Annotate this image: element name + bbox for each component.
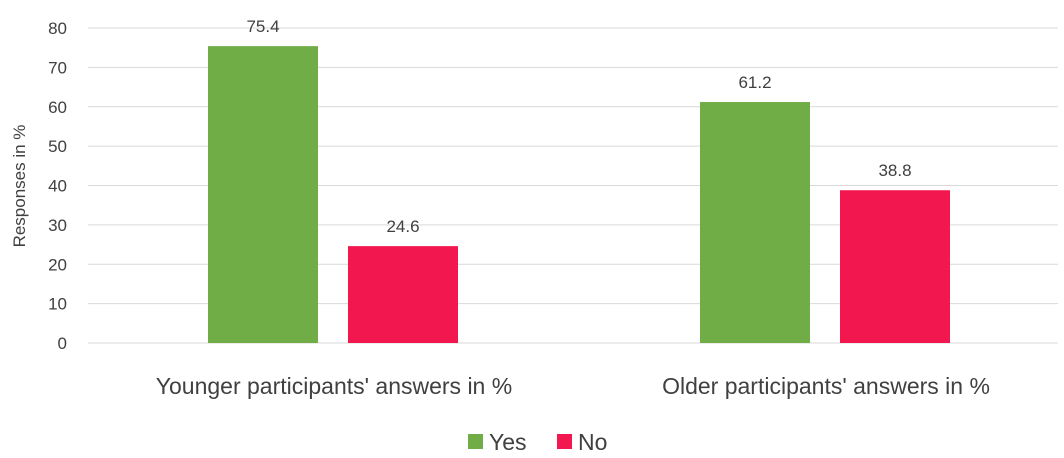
bar-no	[840, 190, 950, 343]
data-label: 75.4	[246, 17, 279, 36]
legend: Yes No	[468, 429, 607, 455]
y-tick-label: 70	[48, 58, 67, 77]
y-tick-label: 40	[48, 177, 67, 196]
legend-label-no: No	[578, 429, 607, 455]
y-tick-label: 30	[48, 216, 67, 235]
data-labels: 75.4 61.2 24.6 38.8	[246, 17, 911, 236]
bar-no	[348, 246, 458, 343]
bar-yes	[208, 46, 318, 344]
bars	[208, 46, 950, 344]
y-axis-ticks: 0 10 20 30 40 50 60 70 80	[48, 19, 67, 353]
legend-label-yes: Yes	[489, 429, 527, 455]
data-label: 61.2	[738, 73, 771, 92]
x-category-label: Younger participants' answers in %	[156, 373, 512, 399]
y-tick-label: 50	[48, 137, 67, 156]
y-axis-title: Responses in %	[10, 125, 29, 248]
y-tick-label: 10	[48, 295, 67, 314]
legend-swatch-yes	[468, 434, 483, 449]
data-label: 38.8	[878, 161, 911, 180]
legend-swatch-no	[557, 434, 572, 449]
x-axis-categories: Younger participants' answers in % Older …	[156, 373, 990, 399]
y-tick-label: 60	[48, 98, 67, 117]
bar-yes	[700, 102, 810, 344]
y-tick-label: 0	[58, 334, 67, 353]
data-label: 24.6	[386, 217, 419, 236]
y-tick-label: 80	[48, 19, 67, 38]
x-category-label: Older participants' answers in %	[662, 373, 990, 399]
y-tick-label: 20	[48, 255, 67, 274]
